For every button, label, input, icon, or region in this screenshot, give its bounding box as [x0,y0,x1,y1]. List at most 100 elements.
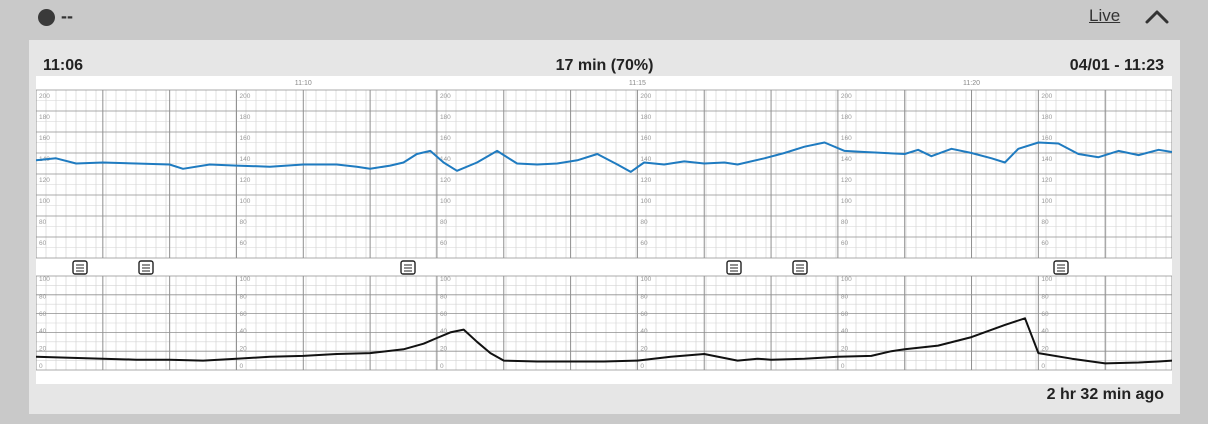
scale-label: 80 [640,293,648,300]
scale-label: 180 [841,114,852,121]
fhr-trace-line [36,141,1172,173]
scale-label: 100 [39,276,50,283]
status-dot-icon [38,9,55,26]
scale-label: 40 [1041,328,1049,335]
scale-label: 140 [841,156,852,163]
scale-label: 160 [1041,135,1052,142]
scale-label: 0 [1041,363,1045,370]
scale-label: 120 [640,177,651,184]
scale-label: 80 [1041,293,1049,300]
chevron-up-icon [1145,10,1169,24]
annotation-band [36,260,1172,274]
scale-label: 20 [1041,346,1049,353]
scale-label: 200 [440,93,451,100]
scale-label: 20 [239,346,247,353]
scale-label: 180 [39,114,50,121]
scale-label: 20 [39,346,47,353]
scale-label: 100 [239,198,250,205]
scale-label: 140 [440,156,451,163]
scale-label: 100 [640,276,651,283]
note-icon[interactable] [138,260,154,275]
scale-label: 60 [239,240,247,247]
scale-label: 40 [39,328,47,335]
note-icon[interactable] [72,260,88,275]
scale-label: 60 [39,311,47,318]
scale-label: 100 [1041,276,1052,283]
scale-label: 0 [39,363,43,370]
scale-label: 100 [39,198,50,205]
scale-label: 200 [239,93,250,100]
scale-label: 200 [841,93,852,100]
scale-label: 60 [239,311,247,318]
scale-label: 160 [39,135,50,142]
scale-label: 60 [440,240,448,247]
scale-label: 60 [440,311,448,318]
scale-label: 80 [841,293,849,300]
note-icon[interactable] [400,260,416,275]
scale-label: 60 [841,311,849,318]
scale-label: 0 [440,363,444,370]
scale-label: 200 [1041,93,1052,100]
scale-label: 40 [440,328,448,335]
scale-label: 40 [640,328,648,335]
scale-label: 180 [239,114,250,121]
scale-label: 60 [841,240,849,247]
scale-label: 20 [440,346,448,353]
scale-label: 180 [640,114,651,121]
time-tick-label: 11:10 [295,80,312,87]
strip-end-label: 04/01 - 11:23 [1069,57,1164,74]
scale-label: 0 [841,363,845,370]
scale-label: 100 [239,276,250,283]
note-icon[interactable] [1053,260,1069,275]
toco-trace-line [36,317,1172,365]
scale-label: 160 [239,135,250,142]
scale-label: 120 [440,177,451,184]
status-text: -- [61,6,73,26]
scale-label: 120 [841,177,852,184]
collapse-button[interactable] [1142,2,1172,30]
fetal-monitor-strip[interactable]: 2001801601401201008060200180160140120100… [36,76,1172,384]
strip-age-label: 2 hr 32 min ago [1046,386,1164,403]
scale-label: 80 [239,293,247,300]
scale-label: 60 [1041,240,1049,247]
scale-label: 140 [640,156,651,163]
strip-start-time: 11:06 [43,57,84,74]
time-tick-label: 11:20 [963,80,980,87]
scale-label: 40 [841,328,849,335]
strip-background [36,76,1172,384]
scale-label: 80 [1041,219,1049,226]
scale-label: 80 [440,219,448,226]
live-link[interactable]: Live [1089,6,1121,25]
scale-label: 180 [1041,114,1052,121]
note-icon[interactable] [792,260,808,275]
scale-label: 80 [841,219,849,226]
scale-label: 80 [239,219,247,226]
scale-label: 60 [640,311,648,318]
monitor-header: -- Live [0,0,1208,36]
scale-label: 60 [39,240,47,247]
scale-label: 100 [841,276,852,283]
scale-label: 100 [440,198,451,205]
scale-label: 140 [1041,156,1052,163]
scale-label: 160 [841,135,852,142]
scale-label: 160 [640,135,651,142]
scale-label: 200 [39,93,50,100]
scale-label: 60 [640,240,648,247]
scale-label: 20 [841,346,849,353]
scale-label: 0 [640,363,644,370]
scale-label: 120 [39,177,50,184]
scale-label: 100 [440,276,451,283]
scale-label: 120 [1041,177,1052,184]
scale-label: 180 [440,114,451,121]
note-icon[interactable] [726,260,742,275]
scale-label: 40 [239,328,247,335]
scale-label: 60 [1041,311,1049,318]
scale-label: 100 [1041,198,1052,205]
scale-label: 80 [440,293,448,300]
scale-label: 140 [239,156,250,163]
scale-label: 80 [39,219,47,226]
scale-label: 100 [841,198,852,205]
scale-label: 200 [640,93,651,100]
scale-label: 120 [239,177,250,184]
scale-label: 80 [640,219,648,226]
